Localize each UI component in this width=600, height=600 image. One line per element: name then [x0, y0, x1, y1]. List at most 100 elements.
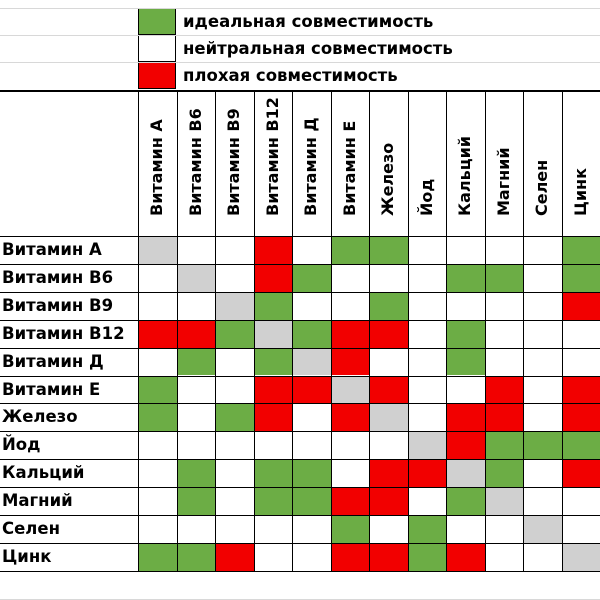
matrix-cell: [523, 515, 562, 543]
matrix-cell: [330, 487, 369, 515]
matrix-cell: [561, 487, 600, 515]
column-header-label: Магний: [493, 147, 513, 216]
column-header: Железо: [369, 92, 407, 236]
matrix-cell: [523, 319, 562, 348]
matrix-cell: [253, 431, 292, 460]
matrix-cell: [484, 347, 523, 376]
grid-line: [0, 8, 600, 9]
grid-line: [138, 92, 139, 571]
matrix-cell: [215, 459, 254, 488]
matrix-cell: [176, 403, 215, 432]
column-header: Кальций: [446, 92, 484, 236]
matrix-cell: [484, 236, 523, 264]
legend-item-neutral: нейтральная совместимость: [0, 35, 600, 62]
row-label: Цинк: [2, 546, 52, 566]
column-header-label: Витамин В9: [224, 108, 243, 216]
matrix-cell: [253, 291, 292, 320]
matrix-cell: [138, 319, 177, 348]
matrix-cell: [561, 263, 600, 292]
matrix-cell: [484, 431, 523, 460]
matrix-cell: [176, 431, 215, 460]
matrix-cell: [369, 403, 408, 432]
column-header: Йод: [408, 92, 446, 236]
matrix-cell: [215, 403, 254, 432]
matrix-cell: [330, 542, 369, 571]
header-rule: [0, 90, 600, 92]
matrix-cell: [407, 347, 446, 376]
matrix-cell: [561, 347, 600, 376]
grid-line: [0, 319, 600, 321]
matrix-cell: [176, 319, 215, 348]
legend-item-ideal: идеальная совместимость: [0, 8, 600, 35]
matrix-cell: [446, 487, 485, 515]
matrix-cell: [215, 431, 254, 460]
row-label: Витамин Е: [2, 379, 101, 399]
row-label: Витамин В12: [2, 323, 125, 343]
matrix-cell: [176, 515, 215, 543]
column-header-label: Йод: [416, 178, 436, 216]
column-header-label: Цинк: [570, 168, 590, 216]
matrix-cell: [292, 515, 331, 543]
matrix-cell: [292, 347, 331, 376]
matrix-cell: [330, 319, 369, 348]
column-header-label: Селен: [532, 159, 551, 216]
matrix-cell: [215, 291, 254, 320]
matrix-cell: [138, 431, 177, 460]
grid-line: [0, 459, 600, 461]
column-header-label: Витамин Е: [339, 120, 359, 216]
matrix-cell: [253, 487, 292, 515]
matrix-cell: [369, 487, 408, 515]
column-header: Витамин А: [138, 92, 176, 236]
matrix-cell: [484, 542, 523, 571]
matrix-cell: [292, 403, 331, 432]
matrix-cell: [138, 375, 177, 404]
matrix-cell: [407, 403, 446, 432]
matrix-cell: [253, 319, 292, 348]
matrix-cell: [561, 431, 600, 460]
matrix-cell: [176, 487, 215, 515]
legend-swatch-ideal: [138, 8, 176, 35]
matrix-cell: [292, 459, 331, 488]
column-header: Селен: [523, 92, 561, 236]
matrix-cell: [561, 319, 600, 348]
matrix-cell: [407, 431, 446, 460]
matrix-cell: [330, 403, 369, 432]
grid-line: [407, 92, 409, 571]
matrix-cell: [215, 236, 254, 264]
matrix-cell: [407, 487, 446, 515]
matrix-cell: [446, 291, 485, 320]
matrix-cell: [330, 347, 369, 376]
column-header-label: Витамин В6: [185, 108, 205, 216]
matrix-cell: [330, 459, 369, 488]
matrix-cell: [330, 236, 369, 264]
column-header-label: Витамин А: [147, 119, 166, 216]
row-label: Селен: [2, 519, 60, 538]
matrix-cell: [523, 375, 562, 404]
matrix-cell: [369, 263, 408, 292]
matrix-cell: [369, 542, 408, 571]
grid-line: [0, 487, 600, 489]
matrix-cell: [407, 291, 446, 320]
matrix-cell: [523, 403, 562, 432]
matrix-cell: [446, 431, 485, 460]
matrix-cell: [407, 542, 446, 571]
matrix-cell: [561, 542, 600, 571]
matrix-cell: [176, 263, 215, 292]
matrix-cell: [253, 263, 292, 292]
matrix-cell: [407, 375, 446, 404]
grid-line: [0, 35, 600, 36]
matrix-cell: [484, 459, 523, 488]
grid-line: [523, 92, 524, 571]
matrix-cell: [484, 403, 523, 432]
column-header: Витамин В6: [177, 92, 215, 236]
legend: идеальная совместимость нейтральная совм…: [0, 0, 600, 92]
grid-line: [0, 542, 600, 544]
matrix-cell: [369, 347, 408, 376]
legend-swatch-neutral: [138, 35, 176, 62]
column-header-label: Витамин Д: [301, 117, 320, 216]
legend-swatch-bad: [138, 62, 176, 89]
grid-line: [484, 92, 486, 571]
matrix-cell: [523, 542, 562, 571]
matrix-cell: [523, 263, 562, 292]
column-header-label: Кальций: [455, 136, 474, 216]
